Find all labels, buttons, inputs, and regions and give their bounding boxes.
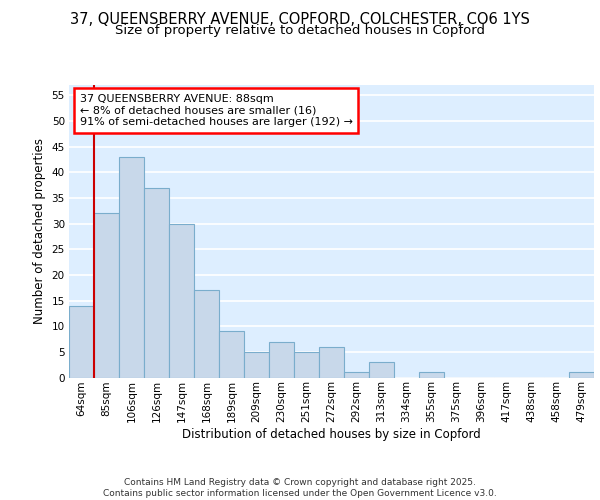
Text: Size of property relative to detached houses in Copford: Size of property relative to detached ho…	[115, 24, 485, 37]
X-axis label: Distribution of detached houses by size in Copford: Distribution of detached houses by size …	[182, 428, 481, 441]
Bar	[244, 352, 269, 378]
Bar	[94, 214, 119, 378]
Bar	[294, 352, 319, 378]
Bar	[344, 372, 369, 378]
Text: 37, QUEENSBERRY AVENUE, COPFORD, COLCHESTER, CO6 1YS: 37, QUEENSBERRY AVENUE, COPFORD, COLCHES…	[70, 12, 530, 28]
Bar	[144, 188, 169, 378]
Y-axis label: Number of detached properties: Number of detached properties	[33, 138, 46, 324]
Bar	[219, 332, 244, 378]
Bar	[119, 157, 144, 378]
Bar	[194, 290, 219, 378]
Bar	[569, 372, 594, 378]
Text: 37 QUEENSBERRY AVENUE: 88sqm
← 8% of detached houses are smaller (16)
91% of sem: 37 QUEENSBERRY AVENUE: 88sqm ← 8% of det…	[79, 94, 353, 127]
Bar	[269, 342, 294, 378]
Bar	[69, 306, 94, 378]
Bar	[319, 346, 344, 378]
Text: Contains HM Land Registry data © Crown copyright and database right 2025.
Contai: Contains HM Land Registry data © Crown c…	[103, 478, 497, 498]
Bar	[419, 372, 444, 378]
Bar	[369, 362, 394, 378]
Bar	[169, 224, 194, 378]
